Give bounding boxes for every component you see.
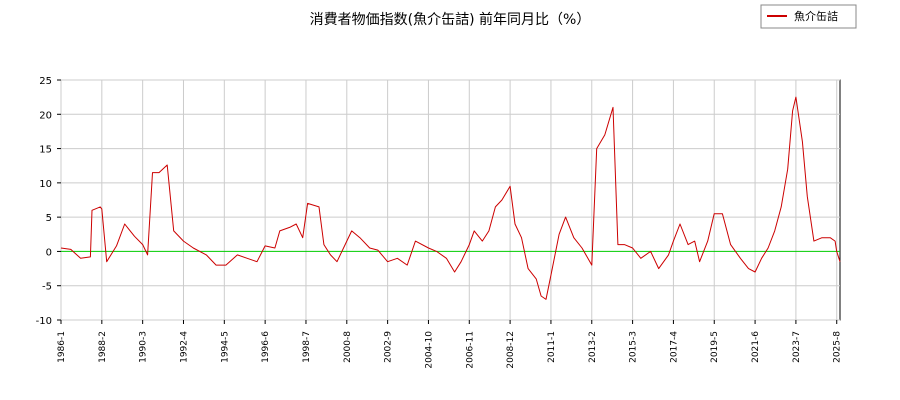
chart-title: 消費者物価指数(魚介缶詰) 前年同月比（%） [310,11,591,28]
legend-box [760,4,857,29]
x-tick-label: 2000-8 [343,331,353,363]
x-tick-label: 2021-6 [751,331,761,363]
x-tick-label: 2025-8 [833,331,843,363]
x-tick-label: 2019-5 [710,331,720,363]
x-tick-label: 1994-5 [220,331,230,363]
x-tick-label: 2006-11 [465,331,475,369]
x-tick-label: 1996-6 [261,331,271,363]
series-layer [60,96,841,300]
legend-label: 魚介缶詰 [794,9,838,23]
x-tick-label: 1990-3 [139,331,149,363]
x-tick-label: 2015-3 [629,331,639,363]
legend: 魚介缶詰 [760,4,857,29]
plot-frame [60,79,841,321]
y-tick-label: 5 [46,213,52,224]
y-tick-label: -10 [36,316,52,327]
y-tick-label: 0 [46,247,52,258]
x-tick-label: 1988-2 [98,331,108,363]
x-tick-label: 2008-12 [506,331,516,369]
x-axis-ticks: 1986-1 1988-2 1990-3 1992-4 1994-5 1996-6 1998… [57,320,843,369]
x-tick-label: 1986-1 [57,331,67,363]
x-tick-label: 2002-9 [384,331,394,363]
x-tick-label: 2023-7 [792,331,802,363]
y-tick-label: -5 [42,282,52,293]
y-axis-ticks: -10 -5 0 5 10 15 20 25 [36,76,61,327]
x-tick-label: 2013-2 [588,331,598,363]
series-line [60,96,841,300]
grid-lines [60,79,840,321]
x-tick-label: 2004-10 [424,331,434,369]
y-tick-label: 20 [39,110,52,121]
y-tick-label: 15 [39,145,52,156]
x-tick-label: 1998-7 [302,331,312,363]
y-tick-label: 10 [39,179,52,190]
x-tick-label: 2017-4 [669,331,679,363]
plot-area: -10 -5 0 5 10 15 20 25 1986-1 1988-2 1990-3 1992-4… [36,76,843,369]
x-tick-label: 1992-4 [179,331,189,363]
x-tick-label: 2011-1 [547,331,557,363]
y-tick-label: 25 [39,76,52,87]
